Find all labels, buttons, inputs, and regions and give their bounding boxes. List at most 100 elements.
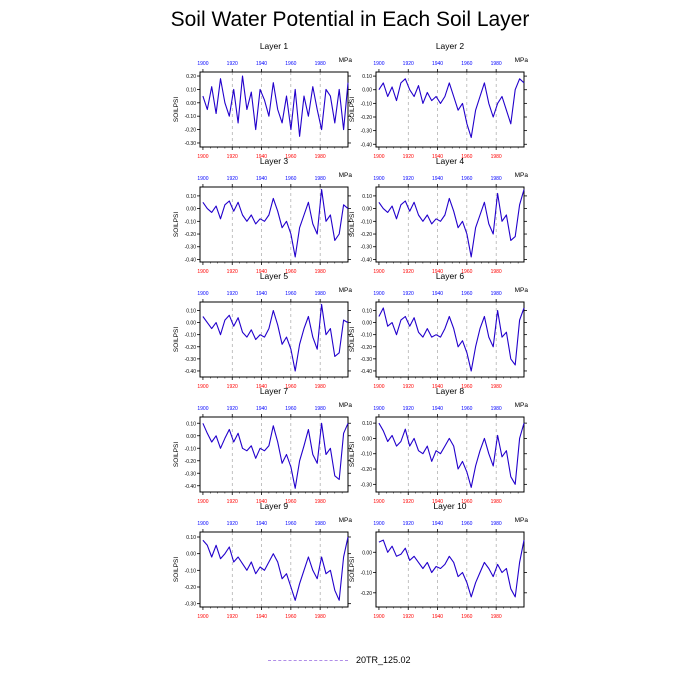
- x-tick-label: 1960: [461, 499, 472, 505]
- x-tick-label: 1940: [256, 384, 267, 390]
- x-tick-label-top: 1900: [373, 61, 384, 67]
- y-axis-label: SOILPSI: [349, 97, 356, 122]
- x-tick-label-top: 1900: [197, 521, 208, 527]
- x-tick-label-top: 1980: [491, 521, 502, 527]
- x-tick-label-top: 1980: [315, 406, 326, 412]
- x-tick-label-top: 1960: [285, 406, 296, 412]
- units-label: MPa: [515, 517, 529, 524]
- x-tick-label-top: 1940: [432, 291, 443, 297]
- x-tick-label: 1940: [432, 154, 443, 160]
- y-tick-label: 0.20: [186, 74, 196, 80]
- plot-frame: [199, 416, 349, 493]
- x-tick-label-top: 1980: [491, 61, 502, 67]
- y-tick-label: -0.20: [185, 128, 197, 134]
- y-tick-label: -0.20: [185, 232, 197, 238]
- units-label: MPa: [339, 402, 353, 409]
- legend-label: 20TR_125.02: [356, 655, 411, 665]
- x-tick-label: 1960: [461, 384, 472, 390]
- y-axis-label: SOILPSI: [349, 327, 356, 352]
- y-tick-label: -0.30: [185, 602, 197, 608]
- units-label: MPa: [515, 57, 529, 64]
- y-tick-label: -0.10: [361, 101, 373, 107]
- x-tick-label-top: 1900: [197, 61, 208, 67]
- y-tick-label: -0.30: [185, 357, 197, 363]
- x-tick-label: 1900: [373, 269, 384, 275]
- panel-title: Layer 7: [260, 386, 289, 396]
- units-label: MPa: [339, 57, 353, 64]
- x-tick-label-top: 1980: [315, 176, 326, 182]
- y-tick-label: 0.00: [362, 207, 372, 213]
- legend: 20TR_125.02: [268, 652, 411, 668]
- x-tick-label-top: 1920: [227, 521, 238, 527]
- y-tick-label: -0.10: [185, 568, 197, 574]
- y-tick-label: -0.20: [361, 467, 373, 473]
- units-label: MPa: [515, 287, 529, 294]
- x-tick-label-top: 1960: [285, 521, 296, 527]
- series-line: [378, 189, 525, 258]
- y-tick-label: -0.40: [361, 142, 373, 148]
- y-tick-label: 0.00: [362, 321, 372, 327]
- x-tick-label: 1940: [432, 614, 443, 620]
- x-tick-label: 1940: [256, 269, 267, 275]
- panel-title: Layer 8: [436, 386, 465, 396]
- x-tick-label: 1920: [403, 384, 414, 390]
- x-tick-label: 1900: [197, 269, 208, 275]
- x-tick-label: 1900: [197, 614, 208, 620]
- y-tick-label: 0.00: [186, 207, 196, 213]
- y-tick-label: -0.10: [361, 219, 373, 225]
- x-tick-label-top: 1900: [373, 406, 384, 412]
- x-tick-label-top: 1900: [197, 291, 208, 297]
- series-line: [202, 188, 349, 258]
- x-tick-label-top: 1920: [403, 406, 414, 412]
- y-tick-label: -0.40: [361, 257, 373, 263]
- plot-frame: [199, 71, 349, 148]
- y-tick-label: 0.00: [362, 436, 372, 442]
- x-tick-label: 1920: [227, 614, 238, 620]
- x-tick-label-top: 1960: [461, 521, 472, 527]
- panel-title: Layer 5: [260, 271, 289, 281]
- x-tick-label-top: 1900: [197, 406, 208, 412]
- x-tick-label: 1960: [285, 154, 296, 160]
- plot-frame: [199, 531, 349, 608]
- x-tick-label-top: 1940: [432, 61, 443, 67]
- y-axis-label: SOILPSI: [349, 557, 356, 582]
- x-tick-label: 1920: [403, 269, 414, 275]
- x-tick-label: 1940: [432, 384, 443, 390]
- series-line: [202, 422, 349, 489]
- units-label: MPa: [339, 287, 353, 294]
- units-label: MPa: [339, 517, 353, 524]
- y-tick-label: -0.20: [185, 585, 197, 591]
- x-tick-label: 1940: [256, 154, 267, 160]
- x-tick-label: 1920: [227, 154, 238, 160]
- x-tick-label-top: 1920: [403, 176, 414, 182]
- y-tick-label: 0.00: [186, 434, 196, 440]
- y-tick-label: -0.20: [361, 345, 373, 351]
- x-tick-label-top: 1980: [315, 291, 326, 297]
- x-tick-label-top: 1960: [285, 291, 296, 297]
- y-tick-label: -0.10: [361, 571, 373, 577]
- y-tick-label: -0.40: [185, 257, 197, 263]
- x-tick-label-top: 1940: [256, 291, 267, 297]
- x-tick-label: 1960: [461, 614, 472, 620]
- plot-frame: [375, 71, 525, 148]
- x-tick-label-top: 1920: [227, 406, 238, 412]
- y-tick-label: -0.30: [185, 141, 197, 147]
- x-tick-label: 1980: [315, 499, 326, 505]
- x-tick-label-top: 1980: [491, 176, 502, 182]
- x-tick-label: 1980: [315, 614, 326, 620]
- x-tick-label-top: 1980: [491, 291, 502, 297]
- y-axis-label: SOILPSI: [173, 557, 180, 582]
- x-tick-label-top: 1920: [227, 291, 238, 297]
- x-tick-label: 1900: [197, 384, 208, 390]
- y-tick-label: 0.10: [186, 87, 196, 93]
- y-tick-label: -0.10: [185, 333, 197, 339]
- plot-frame: [375, 416, 525, 493]
- panel-title: Layer 2: [436, 41, 465, 51]
- x-tick-label: 1960: [461, 269, 472, 275]
- panel-title: Layer 6: [436, 271, 465, 281]
- x-tick-label-top: 1900: [373, 291, 384, 297]
- x-tick-label: 1920: [227, 499, 238, 505]
- x-tick-label: 1900: [373, 614, 384, 620]
- y-tick-label: -0.30: [361, 245, 373, 251]
